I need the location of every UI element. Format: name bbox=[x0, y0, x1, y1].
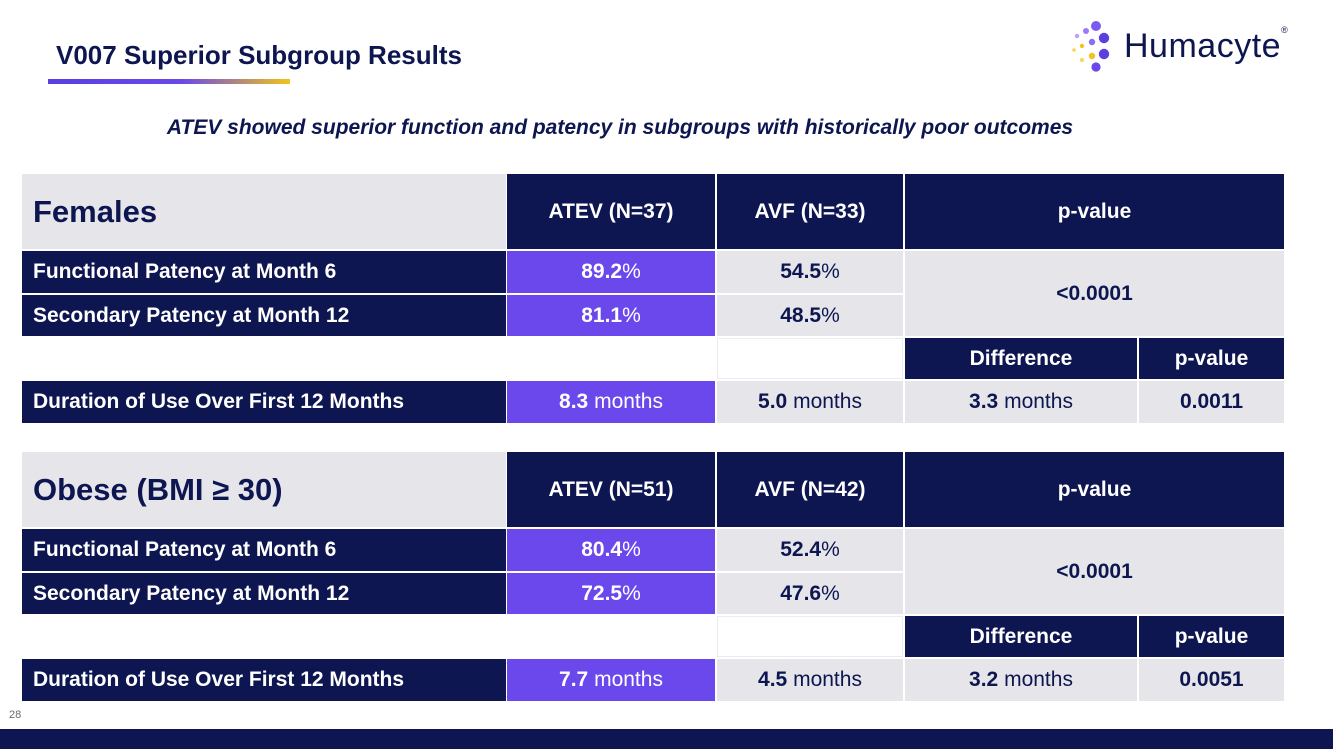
difference-header: Difference bbox=[905, 338, 1137, 379]
patency-pvalue: <0.0001 bbox=[905, 529, 1284, 614]
duration-difference: 3.3 months bbox=[905, 381, 1137, 423]
atev-secondary-patency: 72.5% bbox=[507, 573, 715, 614]
duration-pvalue-header: p-value bbox=[1139, 338, 1284, 379]
page-title: V007 Superior Subgroup Results bbox=[56, 40, 462, 70]
logo-wordmark: Humacyte® bbox=[1124, 24, 1289, 65]
avf-duration: 4.5 months bbox=[717, 659, 903, 701]
atev-duration: 8.3 months bbox=[507, 381, 715, 423]
atev-duration: 7.7 months bbox=[507, 659, 715, 701]
spacer-cell bbox=[717, 338, 903, 379]
secondary-patency-label: Secondary Patency at Month 12 bbox=[22, 295, 506, 336]
atev-secondary-patency: 81.1% bbox=[507, 295, 715, 336]
avf-column-header: AVF (N=33) bbox=[717, 174, 903, 249]
secondary-patency-label: Secondary Patency at Month 12 bbox=[22, 573, 506, 614]
avf-functional-patency: 54.5% bbox=[717, 251, 903, 293]
pvalue-column-header: p-value bbox=[905, 452, 1284, 527]
spacer-cell bbox=[22, 338, 715, 379]
atev-column-header: ATEV (N=37) bbox=[507, 174, 715, 249]
functional-patency-label: Functional Patency at Month 6 bbox=[22, 251, 506, 293]
avf-secondary-patency: 48.5% bbox=[717, 295, 903, 336]
avf-duration: 5.0 months bbox=[717, 381, 903, 423]
atev-column-header: ATEV (N=51) bbox=[507, 452, 715, 527]
duration-pvalue-header: p-value bbox=[1139, 616, 1284, 657]
duration-of-use-label: Duration of Use Over First 12 Months bbox=[22, 381, 506, 423]
duration-difference: 3.2 months bbox=[905, 659, 1137, 701]
females-group-label: Females bbox=[22, 174, 506, 249]
footer-bar bbox=[0, 729, 1333, 749]
duration-of-use-label: Duration of Use Over First 12 Months bbox=[22, 659, 506, 701]
title-underline bbox=[48, 79, 290, 84]
patency-pvalue: <0.0001 bbox=[905, 251, 1284, 336]
atev-functional-patency: 89.2% bbox=[507, 251, 715, 293]
spacer-cell bbox=[717, 616, 903, 657]
page-number: 28 bbox=[9, 709, 22, 721]
avf-functional-patency: 52.4% bbox=[717, 529, 903, 571]
atev-functional-patency: 80.4% bbox=[507, 529, 715, 571]
humacyte-logo-icon bbox=[1072, 21, 1110, 72]
duration-pvalue: 0.0051 bbox=[1139, 659, 1284, 701]
functional-patency-label: Functional Patency at Month 6 bbox=[22, 529, 506, 571]
spacer-cell bbox=[22, 616, 715, 657]
avf-secondary-patency: 47.6% bbox=[717, 573, 903, 614]
obese-group-label: Obese (BMI ≥ 30) bbox=[22, 452, 506, 527]
difference-header: Difference bbox=[905, 616, 1137, 657]
company-logo: Humacyte® bbox=[1066, 18, 1288, 74]
avf-column-header: AVF (N=42) bbox=[717, 452, 903, 527]
slide-subtitle: ATEV showed superior function and patenc… bbox=[166, 116, 1074, 139]
duration-pvalue: 0.0011 bbox=[1139, 381, 1284, 423]
pvalue-column-header: p-value bbox=[905, 174, 1284, 249]
